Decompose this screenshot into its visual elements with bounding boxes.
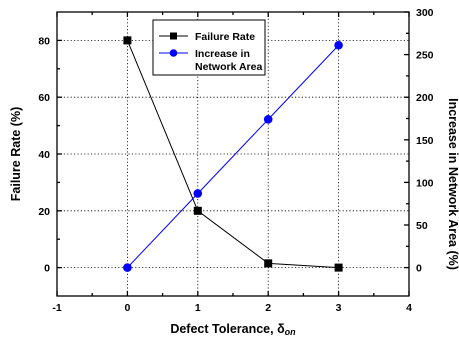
y-right-tick-label: 250 [416,50,434,62]
x-tick-label: 4 [406,302,412,314]
x-tick-label: 1 [195,302,201,314]
data-point-failure-rate [193,206,202,215]
y-left-tick-label: 20 [38,206,50,218]
x-tick-label: 0 [124,302,130,314]
y-right-tick-label: 300 [416,7,434,19]
y-right-tick-label: 100 [416,177,434,189]
data-point-failure-rate [264,259,273,268]
legend-label-failure-rate: Failure Rate [195,31,255,43]
x-axis-label: Defect Tolerance, δon [170,322,296,337]
series-layer [123,36,343,272]
y-right-tick-label: 150 [416,135,434,147]
y-right-tick-label: 200 [416,92,434,104]
legend-marker-network-area [169,49,178,57]
data-point-increase-in-network-area [263,115,273,124]
y-left-tick-label: 60 [38,92,50,104]
y-left-tick-label: 0 [44,263,50,275]
legend: Failure Rate Increase in Network Area [152,19,266,76]
legend-label-network-area-line2: Network Area [195,61,262,73]
y-right-tick-label: 50 [416,220,428,232]
legend-label-network-area: Increase in [195,48,250,60]
x-tick-label: 2 [265,302,271,314]
data-point-increase-in-network-area [334,40,343,50]
y-left-tick-label: 40 [38,149,50,161]
x-tick-label: 3 [336,302,342,314]
series-line-increase-in-network-area [127,44,339,268]
data-point-failure-rate [123,36,132,45]
series-line-failure-rate [126,40,339,269]
x-axis-label-subscript: on [285,327,296,337]
data-point-increase-in-network-area [193,189,203,198]
y-left-tick-label: 80 [38,35,50,47]
y-left-axis-label: Failure Rate (%) [9,107,23,201]
legend-box [152,19,266,76]
grid-layer [57,12,409,296]
data-point-failure-rate [334,263,343,272]
data-point-increase-in-network-area [123,263,132,272]
x-tick-label: -1 [52,302,61,314]
y-right-tick-label: 0 [416,263,422,275]
y-right-axis-label: Increase in Network Area (%) [446,98,459,270]
legend-marker-failure-rate [170,32,177,40]
